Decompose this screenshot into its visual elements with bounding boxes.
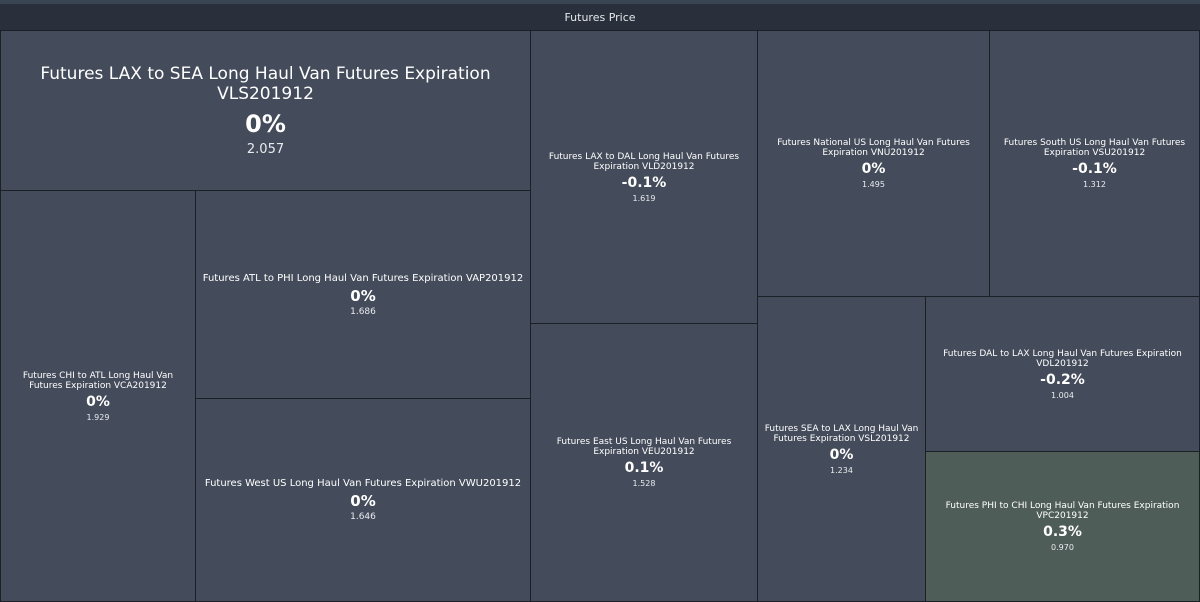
treemap-tile-vnu[interactable]: Futures National US Long Haul Van Future… — [757, 30, 990, 297]
tile-price: 1.004 — [1051, 390, 1074, 400]
tile-name: Futures South US Long Haul Van Futures E… — [1003, 138, 1186, 158]
tile-change: 0.1% — [624, 460, 664, 476]
tile-name: Futures CHI to ATL Long Haul Van Futures… — [22, 370, 174, 391]
tile-price: 1.234 — [830, 465, 853, 475]
treemap-tile-veu[interactable]: Futures East US Long Haul Van Futures Ex… — [530, 323, 758, 602]
tile-name: Futures LAX to SEA Long Haul Van Futures… — [40, 64, 491, 104]
tile-name: Futures East US Long Haul Van Futures Ex… — [556, 437, 732, 457]
treemap-tile-vca[interactable]: Futures CHI to ATL Long Haul Van Futures… — [0, 190, 196, 602]
treemap-tile-vld[interactable]: Futures LAX to DAL Long Haul Van Futures… — [530, 30, 758, 324]
tile-change: -0.1% — [621, 174, 667, 191]
tile-name: Futures ATL to PHI Long Haul Van Futures… — [202, 272, 524, 284]
treemap-tile-vsu[interactable]: Futures South US Long Haul Van Futures E… — [989, 30, 1200, 297]
treemap-tile-vsl[interactable]: Futures SEA to LAX Long Haul Van Futures… — [757, 296, 926, 602]
tile-price: 2.057 — [246, 142, 285, 157]
tile-change: 0% — [350, 286, 376, 305]
treemap: Futures LAX to SEA Long Haul Van Futures… — [0, 30, 1200, 602]
tile-change: 0% — [245, 110, 286, 138]
tile-name: Futures PHI to CHI Long Haul Van Futures… — [945, 501, 1180, 521]
tile-change: 0% — [350, 492, 376, 510]
tile-price: 1.686 — [350, 306, 376, 317]
treemap-tile-vls[interactable]: Futures LAX to SEA Long Haul Van Futures… — [0, 30, 531, 191]
tile-name: Futures National US Long Haul Van Future… — [777, 138, 970, 158]
tile-name: Futures DAL to LAX Long Haul Van Futures… — [943, 348, 1182, 369]
tile-price: 1.646 — [350, 512, 376, 522]
tile-change: 0.3% — [1043, 524, 1082, 540]
tile-change: 0% — [86, 393, 110, 410]
tile-name: Futures LAX to DAL Long Haul Van Futures… — [548, 151, 740, 172]
tile-change: -0.1% — [1072, 161, 1117, 177]
tile-name: Futures SEA to LAX Long Haul Van Futures… — [764, 423, 919, 444]
tile-price: 1.495 — [862, 180, 885, 189]
top-accent-bar — [0, 0, 1200, 4]
tile-price: 0.970 — [1051, 543, 1074, 552]
tile-change: 0% — [829, 446, 854, 463]
tile-price: 1.929 — [86, 412, 110, 422]
treemap-tile-vdl[interactable]: Futures DAL to LAX Long Haul Van Futures… — [925, 296, 1200, 452]
treemap-tile-vpc[interactable]: Futures PHI to CHI Long Haul Van Futures… — [925, 451, 1200, 602]
tile-change: 0% — [861, 161, 886, 177]
tile-price: 1.619 — [632, 193, 656, 203]
treemap-tile-vwu[interactable]: Futures West US Long Haul Van Futures Ex… — [195, 398, 531, 602]
tile-change: -0.2% — [1040, 371, 1085, 388]
chart-title: Futures Price — [0, 4, 1200, 31]
tile-price: 1.528 — [632, 479, 656, 488]
treemap-tile-vap[interactable]: Futures ATL to PHI Long Haul Van Futures… — [195, 190, 531, 399]
tile-price: 1.312 — [1083, 180, 1106, 189]
tile-name: Futures West US Long Haul Van Futures Ex… — [204, 478, 522, 489]
